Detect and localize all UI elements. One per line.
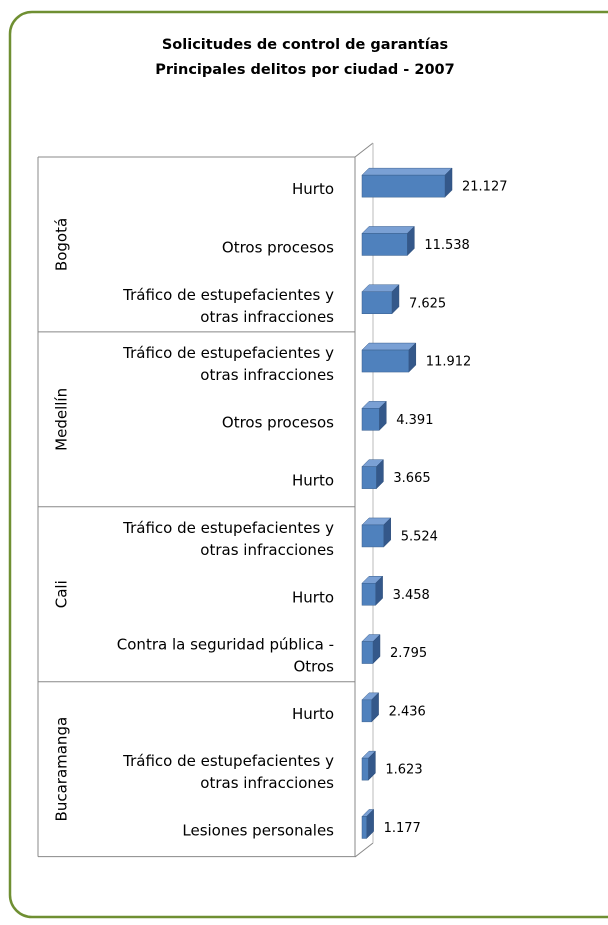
value-label: 4.391 xyxy=(396,413,433,428)
value-label: 1.623 xyxy=(385,763,422,778)
category-label: Hurto xyxy=(292,588,334,606)
category-label: Tráfico de estupefacientes y otras infrac… xyxy=(122,518,334,558)
bar xyxy=(361,757,369,781)
value-label: 11.912 xyxy=(426,355,472,370)
value-label: 2.795 xyxy=(390,646,427,661)
frame xyxy=(8,10,608,919)
chart-title: Solicitudes de control de garantías xyxy=(162,37,448,53)
group-label: Medellín xyxy=(53,388,71,451)
group-label: Bucaramanga xyxy=(53,717,71,822)
chart-subtitle: Principales delitos por ciudad - 2007 xyxy=(155,62,454,78)
bar xyxy=(361,233,408,256)
value-label: 3.458 xyxy=(393,588,430,603)
category-label: Otros procesos xyxy=(222,238,334,256)
bar xyxy=(361,699,372,723)
bar xyxy=(361,291,393,314)
category-label: Hurto xyxy=(292,704,334,722)
bar xyxy=(361,466,377,489)
value-label: 21.127 xyxy=(462,180,508,195)
bar-top xyxy=(361,167,453,176)
bar xyxy=(361,408,380,431)
bar xyxy=(361,524,384,548)
value-label: 1.177 xyxy=(384,821,421,836)
value-label: 2.436 xyxy=(389,704,426,719)
category-label: Hurto xyxy=(292,471,334,489)
group-label: Bogotá xyxy=(53,218,71,271)
axis-wall-depth xyxy=(354,842,374,858)
group-label: Cali xyxy=(53,580,71,608)
bar xyxy=(361,641,374,664)
bar xyxy=(361,583,376,606)
value-label: 7.625 xyxy=(409,296,446,311)
category-label: Tráfico de estupefacientes y otras infrac… xyxy=(122,344,334,384)
bar xyxy=(361,349,410,373)
value-label: 3.665 xyxy=(393,471,430,486)
value-label: 5.524 xyxy=(401,529,438,544)
bar xyxy=(361,816,367,839)
category-label: Hurto xyxy=(292,180,334,198)
bar xyxy=(361,174,446,198)
category-label: Otros procesos xyxy=(222,413,334,431)
category-label: Contra la seguridad pública -Otros xyxy=(117,635,334,675)
category-label: Tráfico de estupefacientes y otras infrac… xyxy=(122,752,334,792)
axis-wall-depth xyxy=(354,142,374,158)
value-label: 11.538 xyxy=(424,238,470,253)
category-label: Tráfico de estupefacientes y otras infrac… xyxy=(122,285,334,325)
bar-top xyxy=(361,226,415,234)
category-label: Lesiones personales xyxy=(182,821,334,839)
bar-top xyxy=(361,342,417,351)
